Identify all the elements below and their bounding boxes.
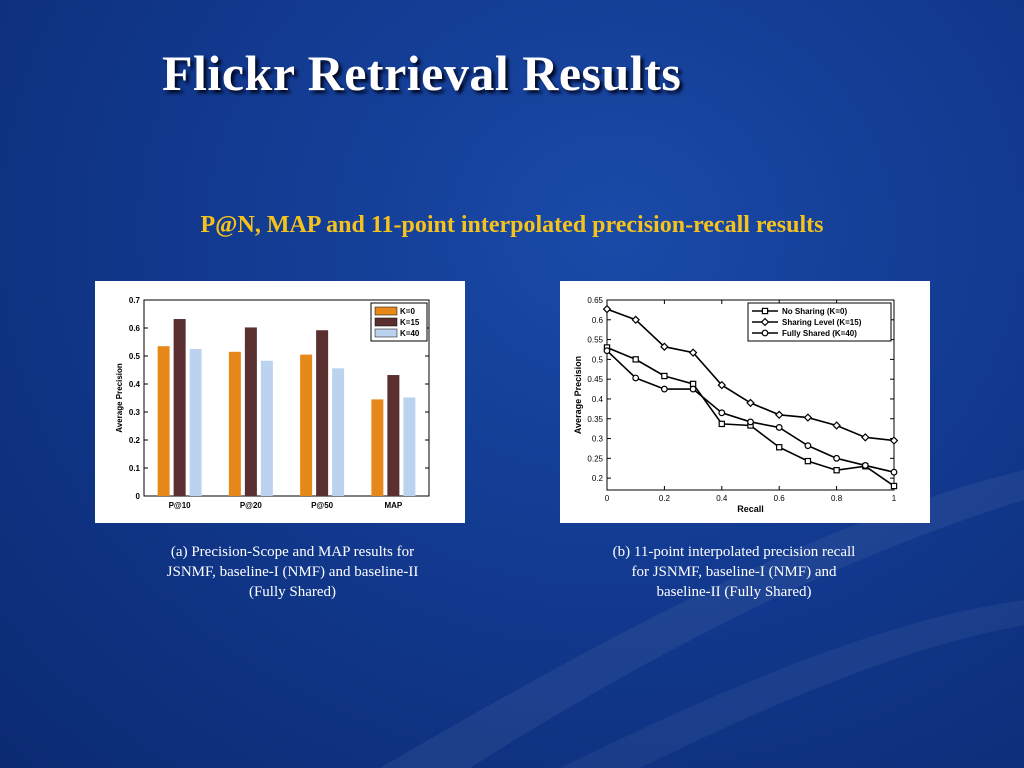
data-point: [804, 442, 812, 450]
data-point: [747, 418, 754, 426]
line-y-tick-label: 0.6: [592, 316, 604, 325]
bar: [332, 368, 345, 496]
bar-x-tick-label: P@20: [240, 501, 263, 510]
bar-chart-panel: 0 0.1 0.2 0.3 0.4 0.5 0.6 0.7 P@10 P@20 P@50 MAP Ave…: [95, 281, 465, 523]
data-point: [631, 315, 640, 325]
data-point: [775, 424, 783, 431]
data-point: [632, 374, 640, 382]
bar-x-tick-label: P@50: [311, 501, 334, 510]
data-point: [890, 468, 898, 476]
data-point: [603, 347, 611, 355]
line-y-tick-label: 0.45: [587, 375, 603, 384]
bar-chart: 0 0.1 0.2 0.3 0.4 0.5 0.6 0.7 P@10 P@20 P@50 MAP Ave…: [115, 296, 430, 510]
line-y-tick-label: 0.4: [592, 395, 604, 404]
line-y-tick-label: 0.55: [587, 336, 603, 345]
data-point: [602, 304, 612, 314]
series-line: [606, 350, 895, 473]
data-point: [746, 398, 755, 408]
data-point: [660, 342, 669, 351]
bar-y-tick-label: 0.5: [129, 352, 141, 361]
line-y-tick-label: 0.2: [592, 474, 604, 483]
legend-marker: [761, 307, 769, 315]
data-point: [861, 462, 869, 469]
line-y-tick-label: 0.25: [587, 454, 603, 463]
bar-legend-label: K=15: [400, 318, 420, 327]
series-line: [606, 346, 895, 487]
bar: [228, 351, 241, 496]
slide-subtitle: P@N, MAP and 11-point interpolated preci…: [200, 212, 824, 238]
line-y-tick-label: 0.3: [592, 435, 604, 444]
line-y-axis-label: Average Precision: [573, 356, 583, 434]
bar-y-tick-label: 0.2: [129, 436, 141, 445]
bar: [189, 349, 202, 496]
line-x-tick-label: 0.4: [716, 494, 728, 503]
caption-a: (a) Precision-Scope and MAP results for …: [166, 544, 419, 600]
line-legend-label: Fully Shared (K=40): [782, 329, 857, 338]
line-y-tick-label: 0.65: [587, 296, 603, 305]
bar-y-axis-label: Average Precision: [115, 363, 124, 433]
data-point: [660, 385, 668, 393]
bar-y-tick-label: 0.4: [129, 380, 141, 389]
data-point: [632, 356, 639, 363]
bar: [300, 354, 313, 496]
line-x-tick-label: 0.6: [774, 494, 786, 503]
data-point: [890, 482, 898, 490]
bar-y-tick-label: 0.1: [129, 464, 141, 473]
bar: [403, 397, 416, 496]
line-chart-panel: 0.2 0.25 0.3 0.35 0.4 0.45 0.5 0.55 0.6 0.65 0 0.2 0…: [560, 281, 930, 523]
data-point: [688, 348, 698, 357]
bar-legend-swatch: [374, 328, 398, 338]
data-point: [776, 444, 783, 451]
line-x-tick-label: 0.2: [659, 494, 671, 503]
bar: [260, 360, 273, 496]
data-point: [803, 413, 813, 422]
line-y-tick-label: 0.5: [592, 355, 604, 364]
bar: [173, 319, 186, 496]
bar-x-tick-label: MAP: [384, 501, 402, 510]
bar-y-tick-label: 0.7: [129, 296, 141, 305]
data-point: [661, 372, 668, 380]
bar: [316, 330, 329, 496]
bar-legend-swatch: [374, 306, 398, 316]
bar: [371, 399, 384, 496]
bar: [157, 346, 170, 496]
bar-legend-swatch: [374, 317, 398, 327]
data-point: [833, 467, 840, 474]
line-x-tick-label: 0.8: [831, 494, 843, 503]
data-point: [804, 457, 812, 465]
bar-x-tick-label: P@10: [169, 501, 192, 510]
line-chart: 0.2 0.25 0.3 0.35 0.4 0.45 0.5 0.55 0.6 0.65 0 0.2 0…: [573, 296, 899, 514]
line-y-tick-label: 0.35: [587, 415, 603, 424]
data-point: [718, 420, 725, 428]
bar-legend-label: K=40: [400, 329, 420, 338]
data-point: [717, 380, 727, 390]
bar-y-tick-label: 0: [136, 492, 141, 501]
data-point: [833, 454, 841, 462]
line-legend-label: Sharing Level (K=15): [782, 318, 862, 327]
legend-marker: [760, 317, 770, 327]
caption-b: (b) 11-point interpolated precision reca…: [612, 544, 856, 600]
bar-y-tick-label: 0.3: [129, 408, 141, 417]
bar-legend-label: K=0: [400, 307, 415, 316]
bar: [244, 327, 257, 496]
line-x-tick-label: 0: [605, 494, 610, 503]
data-point: [774, 410, 784, 420]
data-point: [832, 421, 841, 430]
data-point: [861, 433, 870, 442]
slide-title: Flickr Retrieval Results: [162, 45, 682, 101]
legend-marker: [761, 329, 769, 337]
bar-plot-frame: [143, 299, 430, 497]
line-plot-frame: [606, 299, 895, 491]
line-x-tick-label: 1: [892, 494, 897, 503]
data-point: [689, 385, 697, 393]
data-point: [718, 409, 726, 417]
bar: [387, 375, 400, 496]
line-legend-label: No Sharing (K=0): [782, 307, 847, 316]
line-x-axis-label: Recall: [737, 504, 764, 514]
data-point: [889, 436, 899, 445]
bar-y-tick-label: 0.6: [129, 324, 141, 333]
